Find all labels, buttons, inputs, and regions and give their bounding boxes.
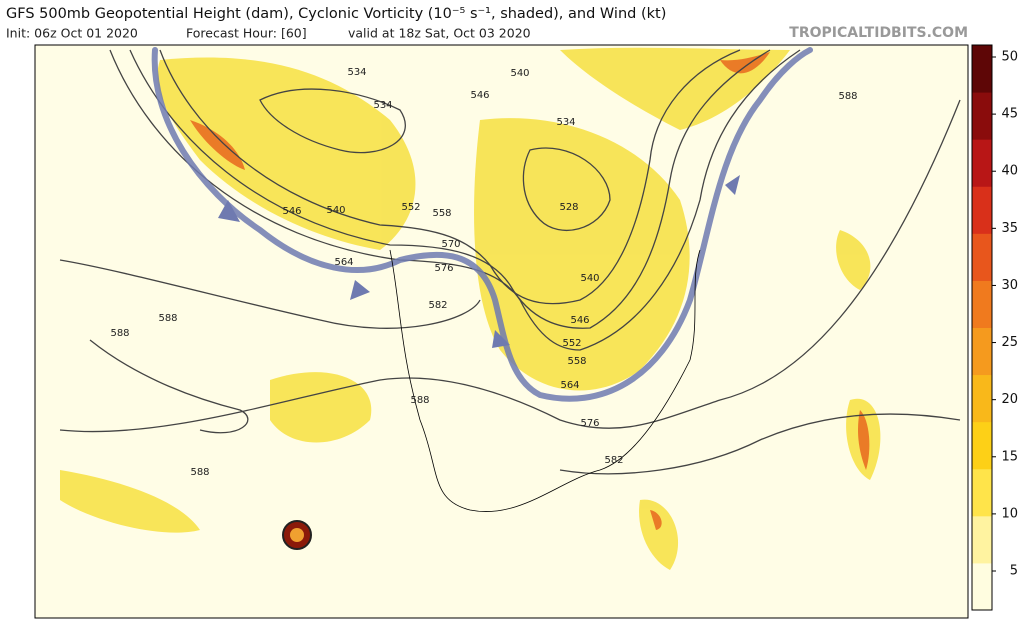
contour-label: 546 [282,206,301,217]
contour-label: 564 [334,257,353,268]
contour-label: 576 [434,263,453,274]
contour-label: 546 [570,315,589,326]
colorbar-segment [972,327,992,376]
source: TROPICALTIDBITS.COM [789,25,968,41]
colorbar-segment [972,421,992,470]
contour-label: 588 [110,328,129,339]
colorbar: 5 10 15 20 25 30 35 40 45 50 [971,44,1018,611]
colorbar-tick-label: 45 [1001,107,1018,122]
contour-label: 540 [580,273,599,284]
contour-label: 558 [567,356,586,367]
contour-label: 564 [560,380,579,391]
contour-label: 588 [410,395,429,406]
jet-stream-arrow [151,47,813,402]
map: 534 540 546 534 534 588 528 546 540 552 558 570 564 5… [34,44,969,619]
contour-label: 558 [432,208,451,219]
colorbar-tick-label: 15 [1001,449,1018,464]
contour-label: 534 [373,100,392,111]
contour-label: 576 [580,418,599,429]
contour-label: 582 [428,300,447,311]
contour-label: 552 [401,202,420,213]
coastline [389,249,701,512]
forecast-hour: Forecast Hour: [60] [186,26,307,41]
contour-label: 546 [470,90,489,101]
contour-label-group: 534 540 546 534 534 588 528 546 540 552 558 570 564 5… [110,67,857,478]
contour-label: 534 [556,117,575,128]
colorbar-tick-label: 10 [1001,506,1018,521]
colorbar-frame [971,44,993,611]
contour-label: 528 [559,202,578,213]
colorbar-tick-label: 20 [1001,392,1018,407]
colorbar-tick-label: 50 [1001,50,1018,65]
colorbar-segment [972,139,992,187]
contour-label: 540 [326,205,345,216]
contour-label: 588 [838,91,857,102]
colorbar-segment [972,233,992,281]
height-contours [59,49,961,475]
colorbar-tick-label: 30 [1001,278,1018,293]
colorbar-segment [972,280,992,328]
colorbar-segment [972,374,992,423]
colorbar-segment [972,45,992,93]
valid-time: valid at 18z Sat, Oct 03 2020 [348,26,531,41]
contour-label: 552 [562,338,581,349]
init-time: Init: 06z Oct 01 2020 [6,26,138,41]
colorbar-segment [972,92,992,140]
contour-label: 588 [158,313,177,324]
colorbar-tick-label: 5 [1010,564,1018,579]
title: GFS 500mb Geopotential Height (dam), Cyc… [6,6,666,22]
contour-label: 582 [604,455,623,466]
contour-label: 534 [347,67,366,78]
colorbar-tick-label: 35 [1001,221,1018,236]
colorbar-segment [972,186,992,234]
contour-label: 570 [441,239,460,250]
hurricane-eye [290,528,304,542]
colorbar-tick-label: 40 [1001,164,1018,179]
colorbar-segment [972,562,992,611]
contour-label: 588 [190,467,209,478]
colorbar-tick-label: 25 [1001,335,1018,350]
colorbar-segment [972,468,992,517]
contour-label: 540 [510,68,529,79]
colorbar-segment [972,515,992,564]
